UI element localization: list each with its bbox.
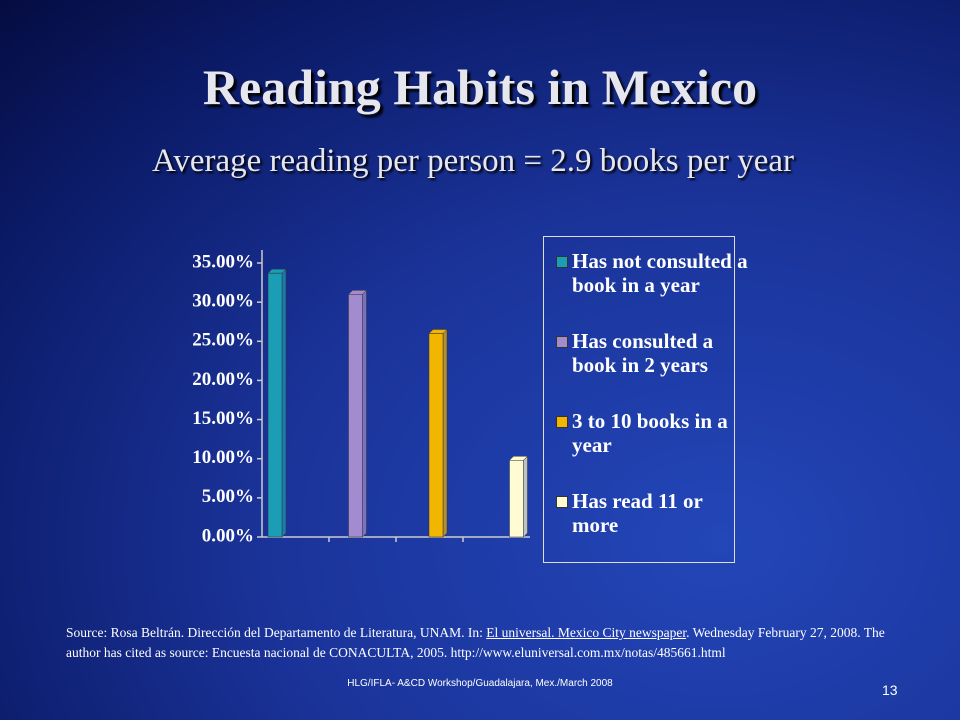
legend: Has not consulted a book in a year Has co… [543, 236, 748, 563]
bar-side [523, 455, 528, 538]
legend-label: Has not consulted a book in a year [572, 249, 748, 297]
y-tick-label: 30.00% [192, 291, 254, 312]
y-tick-label: 25.00% [192, 330, 254, 351]
footer: HLG/IFLA- A&CD Workshop/Guadalajara, Mex… [347, 678, 613, 689]
bar [428, 333, 444, 538]
legend-swatch [556, 336, 568, 348]
bar [348, 294, 363, 538]
page-number: 13 [882, 682, 898, 698]
slide-subtitle: Average reading per person = 2.9 books p… [151, 143, 794, 179]
legend-item: Has not consulted a book in a year [556, 249, 748, 297]
bar-side [281, 268, 287, 538]
source-text: Source: Rosa Beltrán. Dirección del Depa… [66, 625, 487, 640]
bar-side [362, 289, 367, 538]
legend-swatch [556, 256, 568, 268]
legend-label: Has consulted a book in 2 years [572, 329, 714, 377]
bar [509, 460, 524, 538]
legend-item: Has read 11 or more [556, 489, 748, 537]
legend-swatch [556, 496, 568, 508]
y-tick-label: 20.00% [192, 369, 254, 390]
legend-label: 3 to 10 books in a year [572, 409, 728, 457]
source-note: Source: Rosa Beltrán. Dirección del Depa… [66, 623, 896, 663]
y-tick-label: 0.00% [202, 525, 254, 546]
slide-title: Reading Habits in Mexico [202, 59, 758, 115]
y-tick-label: 5.00% [202, 486, 254, 507]
y-tick-label: 35.00% [192, 251, 254, 272]
source-link: El universal. Mexico City newspaper [486, 625, 687, 640]
legend-item: 3 to 10 books in a year [556, 409, 748, 457]
source-text: . Wednesday February 27, 2008. The autho… [66, 625, 885, 660]
y-tick-label: 10.00% [192, 447, 254, 468]
legend-item: Has consulted a book in 2 years [556, 329, 748, 377]
legend-swatch [556, 416, 568, 428]
legend-label: Has read 11 or more [572, 489, 703, 537]
bar [267, 272, 283, 538]
bar-side [442, 328, 448, 538]
y-tick-label: 15.00% [192, 408, 254, 429]
